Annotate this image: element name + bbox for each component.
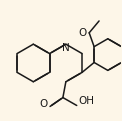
Text: N: N	[62, 43, 70, 53]
Text: OH: OH	[79, 96, 95, 106]
Text: O: O	[78, 28, 86, 38]
Text: O: O	[40, 99, 48, 109]
